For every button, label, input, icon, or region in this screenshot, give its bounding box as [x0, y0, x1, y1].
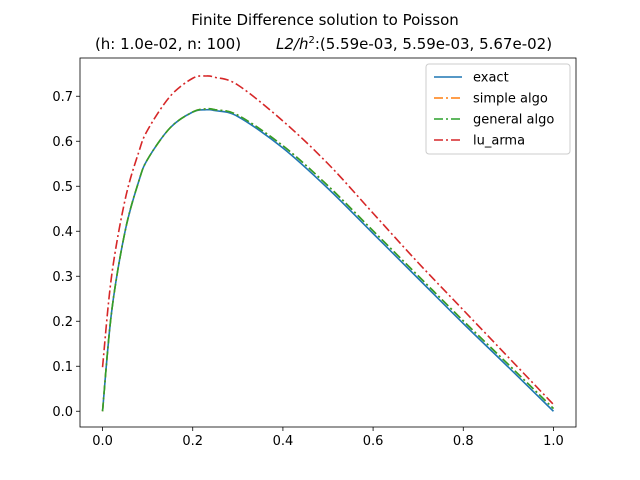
y-tick-label: 0.1 — [52, 360, 73, 375]
chart-subtitle-errors-values: :(5.59e-03, 5.59e-03, 5.67e-02) — [315, 35, 552, 53]
x-tick-label: 1.0 — [543, 434, 564, 449]
y-tick-label: 0.7 — [52, 90, 73, 105]
x-axis: 0.0 0.2 0.4 0.6 0.8 1.0 — [92, 427, 564, 449]
axes-frame — [79, 57, 577, 428]
legend: exact simple algo general algo lu_arma — [425, 63, 571, 155]
x-tick-label: 0.2 — [182, 434, 203, 449]
y-tick-label: 0.4 — [52, 225, 73, 240]
x-tick-label: 0.8 — [453, 434, 474, 449]
chart-subtitle-errors-prefix: L2/h — [276, 35, 308, 53]
legend-label: exact — [473, 71, 509, 86]
chart-subtitle-errors-sup: 2 — [308, 35, 314, 46]
chart-subtitle-params: (h: 1.0e-02, n: 100) — [95, 35, 241, 53]
legend-label: general algo — [473, 113, 554, 128]
chart-subtitle-errors: L2/h2:(5.59e-03, 5.59e-03, 5.67e-02) — [276, 35, 552, 53]
y-tick-label: 0.2 — [52, 315, 73, 330]
x-tick-label: 0.6 — [363, 434, 384, 449]
x-tick-label: 0.0 — [92, 434, 113, 449]
chart-title: Finite Difference solution to Poisson — [191, 11, 459, 29]
legend-label: lu_arma — [473, 134, 525, 149]
y-tick-label: 0.0 — [52, 405, 73, 420]
legend-box — [425, 63, 571, 155]
y-tick-label: 0.3 — [52, 270, 73, 285]
x-tick-label: 0.4 — [273, 434, 294, 449]
legend-label: simple algo — [473, 92, 548, 107]
y-tick-label: 0.5 — [52, 180, 73, 195]
series-line-general-algo — [101, 107, 555, 412]
y-axis: 0.0 0.1 0.2 0.3 0.4 0.5 0.6 0.7 — [52, 90, 80, 420]
series-line-lu-arma — [101, 75, 555, 406]
plot-area — [101, 75, 555, 412]
y-tick-label: 0.6 — [52, 135, 73, 150]
